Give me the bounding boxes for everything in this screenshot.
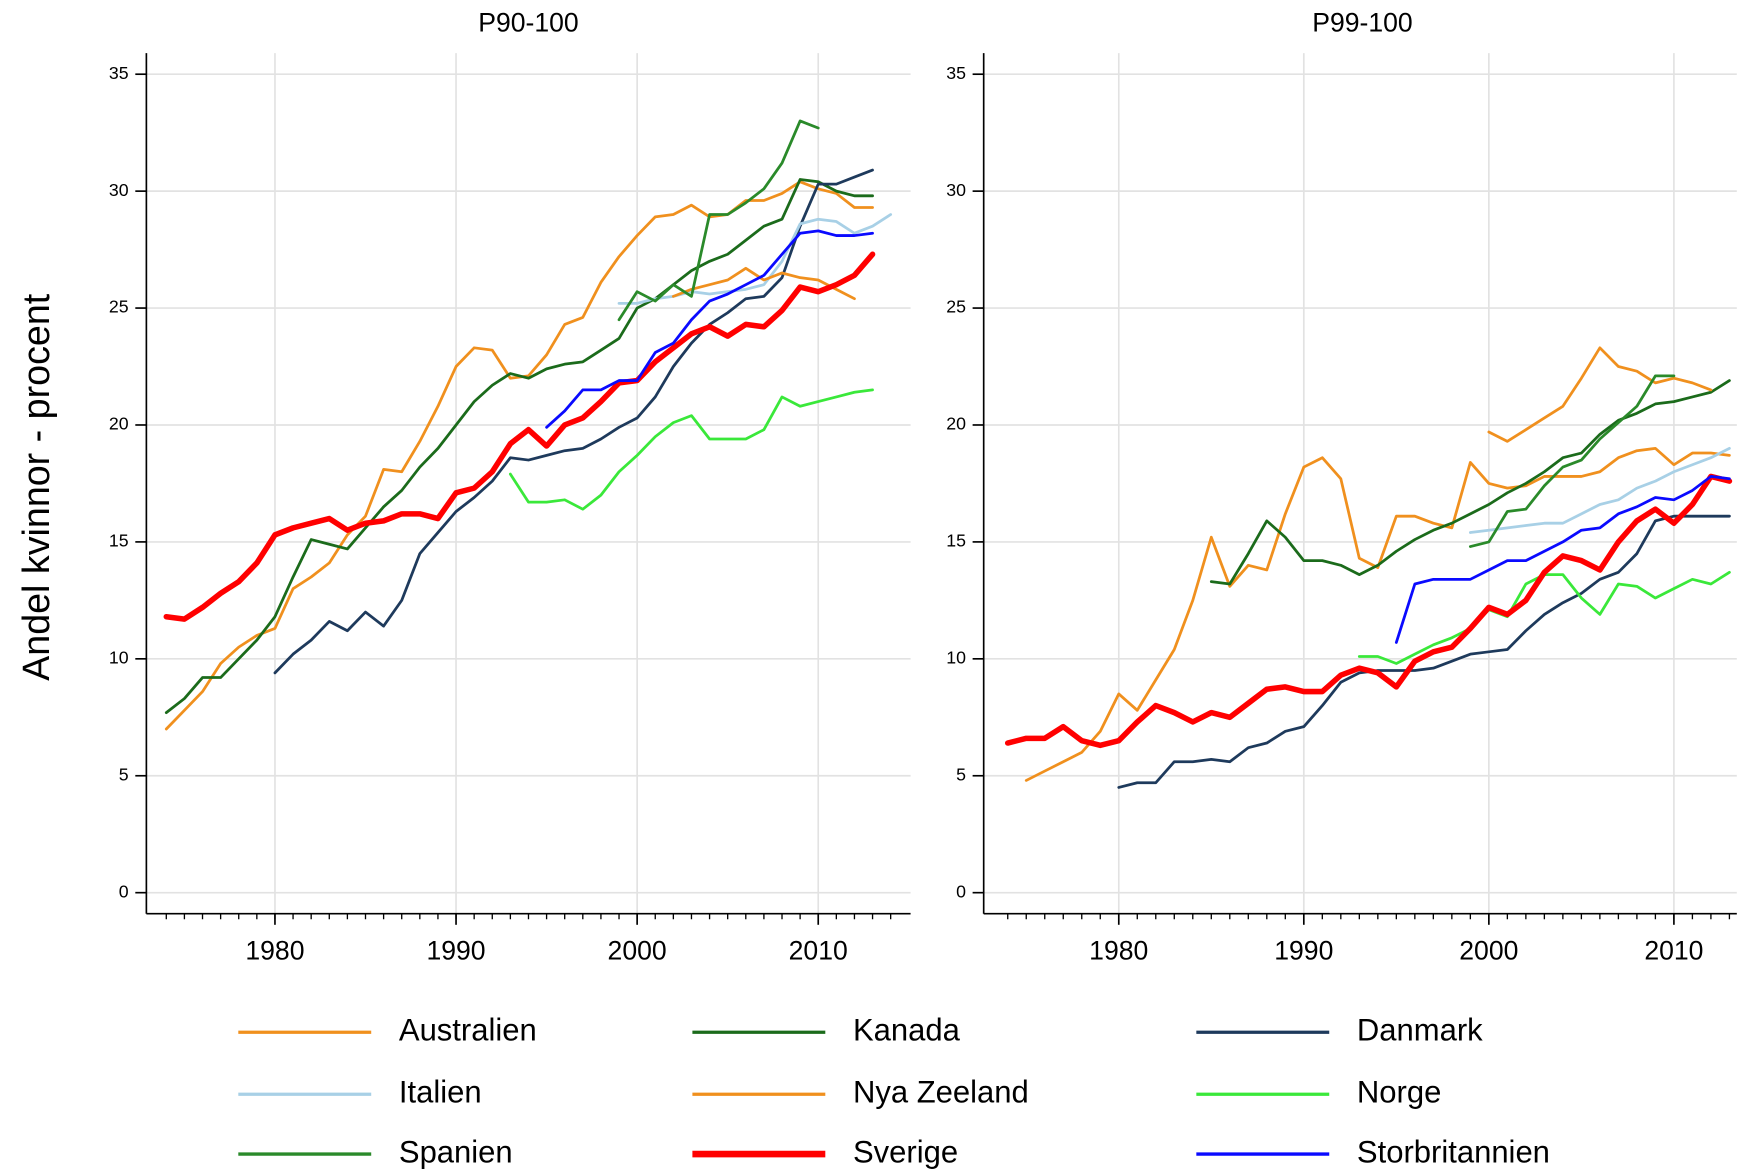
- series-line: [273, 168, 874, 675]
- y-tick-label: 30: [946, 180, 966, 200]
- y-tick-label: 0: [956, 881, 966, 901]
- y-tick-label: 10: [109, 648, 129, 668]
- y-axis-label: Andel kvinnor - procent: [15, 293, 57, 681]
- x-tick-label: 1980: [245, 936, 304, 966]
- series-line: [617, 119, 820, 322]
- x-tick-label: 2010: [1644, 936, 1703, 966]
- y-tick-label: 30: [109, 180, 129, 200]
- series-line: [671, 266, 856, 301]
- legend-label: Storbritannien: [1357, 1134, 1550, 1169]
- y-tick-label: 5: [956, 764, 966, 784]
- series-line: [1209, 379, 1731, 586]
- series-line: [1004, 473, 1733, 749]
- y-tick-label: 15: [109, 531, 129, 551]
- legend-label: Spanien: [399, 1134, 513, 1169]
- panel-title: P90-100: [478, 7, 579, 37]
- y-tick-label: 20: [946, 414, 966, 434]
- series-line: [1468, 374, 1676, 548]
- series-line: [164, 178, 874, 715]
- series-line: [508, 388, 874, 511]
- legend-label: Australien: [399, 1012, 537, 1047]
- series-line: [617, 213, 893, 305]
- y-tick-label: 5: [119, 764, 129, 784]
- y-tick-label: 0: [119, 881, 129, 901]
- series-line: [163, 251, 876, 622]
- plot-area: [163, 119, 893, 731]
- x-tick-label: 1990: [426, 936, 485, 966]
- legend-label: Danmark: [1357, 1012, 1483, 1047]
- y-tick-label: 15: [946, 531, 966, 551]
- series-line: [1117, 514, 1731, 789]
- panel-title: P99-100: [1312, 7, 1413, 37]
- y-tick-label: 25: [109, 297, 129, 317]
- legend-label: Norge: [1357, 1074, 1441, 1109]
- legend-label: Kanada: [853, 1012, 961, 1047]
- x-tick-label: 2000: [608, 936, 667, 966]
- x-tick-label: 1980: [1089, 936, 1148, 966]
- series-line: [1394, 475, 1731, 644]
- plot-area: [1004, 346, 1733, 789]
- y-tick-label: 35: [109, 63, 129, 83]
- y-tick-label: 20: [109, 414, 129, 434]
- series-line: [545, 229, 874, 429]
- series-line: [1468, 446, 1731, 534]
- series-line: [1024, 446, 1731, 782]
- y-tick-label: 10: [946, 648, 966, 668]
- legend-label: Sverige: [853, 1134, 958, 1169]
- x-tick-label: 2010: [789, 936, 848, 966]
- y-tick-label: 35: [946, 63, 966, 83]
- y-tick-label: 25: [946, 297, 966, 317]
- series-line: [1487, 346, 1713, 443]
- x-tick-label: 2000: [1459, 936, 1518, 966]
- x-tick-label: 1990: [1274, 936, 1333, 966]
- legend-label: Nya Zeeland: [853, 1074, 1029, 1109]
- legend-label: Italien: [399, 1074, 482, 1109]
